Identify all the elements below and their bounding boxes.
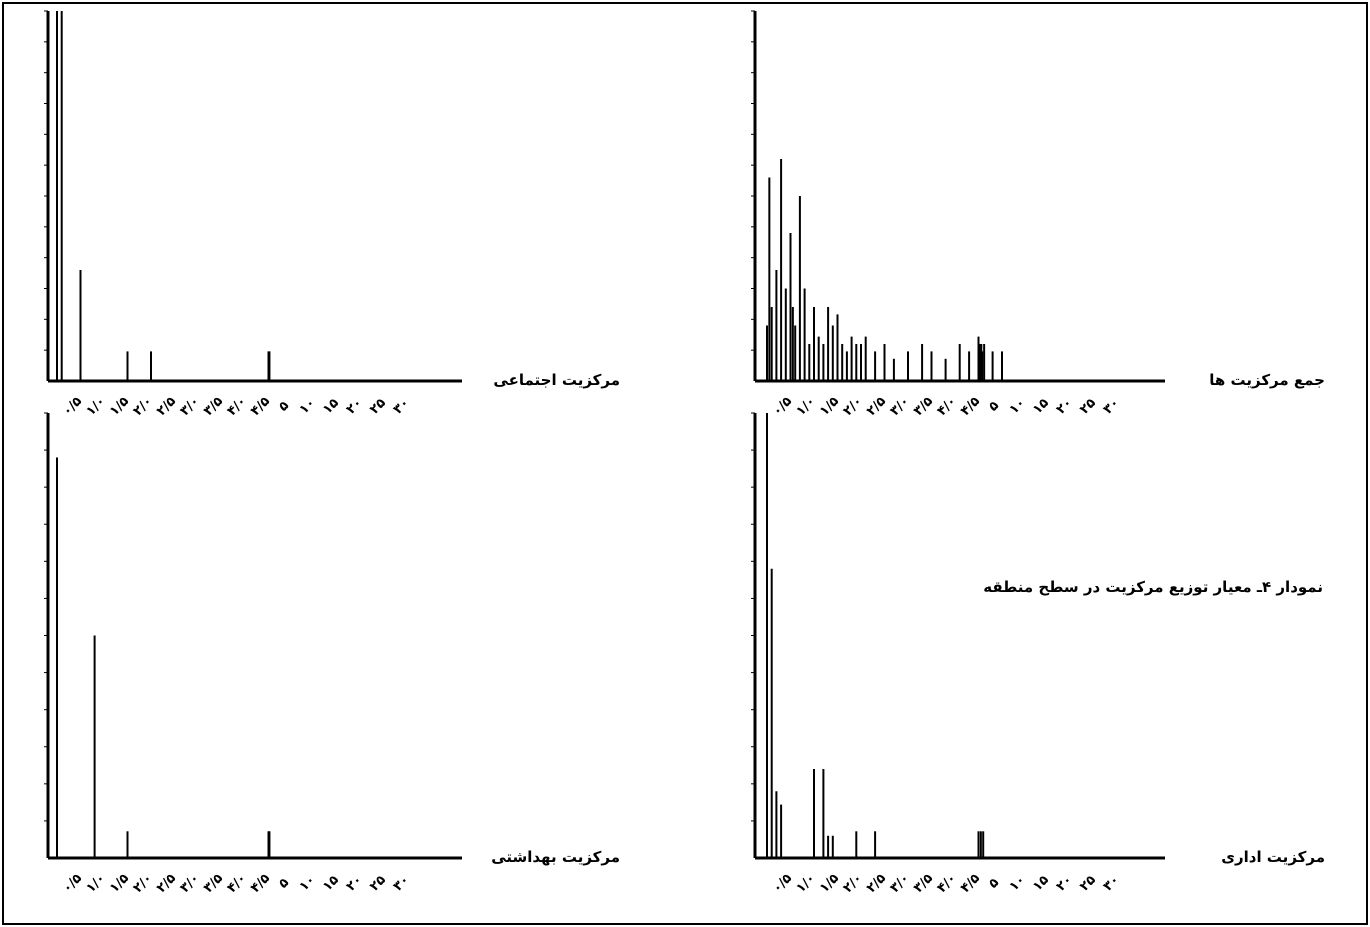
x-tick-label: ۱۵ (320, 396, 342, 418)
x-tick-label: ۰/۵ (770, 871, 795, 896)
x-tick-label: ۱/۵ (107, 394, 132, 419)
x-tick-label: ۳/۵ (911, 394, 936, 419)
chart-social: ۰/۵۱/۰۱/۵۲/۰۲/۵۳/۰۳/۵۴/۰۴/۵ ۵ ۱۰ ۱۵ ۲۰ ۲۵ ۳۰ مر… (44, 10, 620, 419)
x-tick-label: ۱۵ (1030, 396, 1052, 418)
x-tick-label: ۱/۰ (83, 394, 108, 419)
x-tick-label: ۴/۵ (958, 871, 983, 896)
x-tick-label: ۲۰ (344, 873, 366, 895)
x-tick-label: ۳۰ (1101, 396, 1123, 418)
x-tick-label: ۲/۵ (864, 871, 889, 896)
x-tick-label: ۲/۵ (154, 871, 179, 896)
x-tick-label: ۱۵ (320, 873, 342, 895)
x-tick-label: ۳۰ (391, 873, 413, 895)
x-tick-label: ۳/۰ (887, 394, 912, 419)
x-tick-label: ۲/۵ (864, 394, 889, 419)
x-tick-label: ۴/۵ (248, 871, 273, 896)
x-tick-label: ۴/۰ (934, 871, 959, 896)
x-tick-label: ۳/۵ (201, 871, 226, 896)
panel-label: مرکزیت اداری (1221, 848, 1325, 866)
x-tick-label: ۲۵ (1077, 396, 1099, 418)
chart-health: ۰/۵۱/۰۱/۵۲/۰۲/۵۳/۰۳/۵۴/۰۴/۵ ۵ ۱۰ ۱۵ ۲۰ ۲۵ ۳۰ مر… (44, 412, 620, 896)
panels: ۰/۵۱/۰۱/۵۲/۰۲/۵۳/۰۳/۵۴/۰۴/۵ ۵ ۱۰ ۱۵ ۲۰ ۲۵ ۳۰مر… (44, 10, 1325, 896)
panel-label: مرکزیت اجتماعی (493, 371, 620, 389)
x-tick-label: ۳/۰ (887, 871, 912, 896)
x-tick-label: ۱۰ (1007, 396, 1029, 418)
x-tick-label: ۱/۵ (817, 394, 842, 419)
x-tick-label: ۳/۵ (201, 394, 226, 419)
x-tick-label: ۰/۵ (60, 871, 85, 896)
x-tick-label: ۲۵ (367, 873, 389, 895)
x-tick-label: ۲/۰ (130, 871, 155, 896)
x-tick-label: ۴/۰ (224, 394, 249, 419)
panel-label: مرکزیت بهداشتی (491, 848, 620, 866)
panel-label: جمع مرکزیت ها (1209, 371, 1325, 389)
x-tick-label: ۲۰ (1054, 873, 1076, 895)
x-tick-label: ۲/۰ (840, 394, 865, 419)
x-tick-label: ۴/۵ (248, 394, 273, 419)
x-tick-label: ۴/۰ (224, 871, 249, 896)
x-tick-label: ۱/۵ (817, 871, 842, 896)
x-tick-label: ۱/۰ (793, 394, 818, 419)
x-tick-label: ۱/۰ (793, 871, 818, 896)
x-tick-label: ۱/۰ (83, 871, 108, 896)
x-tick-label: ۲۰ (1054, 396, 1076, 418)
chart-sum: ۰/۵۱/۰۱/۵۲/۰۲/۵۳/۰۳/۵۴/۰۴/۵ ۵ ۱۰ ۱۵ ۲۰ ۲۵ ۳۰ جم… (751, 10, 1325, 419)
x-tick-label: ۲۰ (344, 396, 366, 418)
chart-administrative: ۰/۵۱/۰۱/۵۲/۰۲/۵۳/۰۳/۵۴/۰۴/۵ ۵ ۱۰ ۱۵ ۲۰ ۲۵ ۳۰ مر… (751, 412, 1325, 896)
x-tick-label: ۵ (276, 875, 292, 891)
x-tick-label: ۴/۵ (958, 394, 983, 419)
figure-title: نمودار ۴ـ معیار توزیع مرکزیت در سطح منطق… (983, 578, 1323, 596)
x-tick-label: ۳۰ (391, 396, 413, 418)
x-tick-label: ۳/۵ (911, 871, 936, 896)
x-tick-label: ۱/۵ (107, 871, 132, 896)
x-tick-label: ۱۰ (1007, 873, 1029, 895)
x-tick-label: ۳/۰ (177, 394, 202, 419)
x-tick-label: ۲/۵ (154, 394, 179, 419)
x-tick-label: ۴/۰ (934, 394, 959, 419)
x-tick-label: ۵ (276, 398, 292, 414)
x-tick-label: ۳۰ (1101, 873, 1123, 895)
x-tick-label: ۰/۵ (770, 394, 795, 419)
x-tick-label: ۲/۰ (840, 871, 865, 896)
x-tick-label: ۲۵ (1077, 873, 1099, 895)
x-tick-label: ۲۵ (367, 396, 389, 418)
x-tick-label: ۲/۰ (130, 394, 155, 419)
x-tick-label: ۵ (986, 398, 1002, 414)
x-tick-label: ۱۰ (297, 396, 319, 418)
x-tick-label: ۱۰ (297, 873, 319, 895)
x-tick-label: ۳/۰ (177, 871, 202, 896)
x-tick-label: ۱۵ (1030, 873, 1052, 895)
x-tick-label: ۵ (986, 875, 1002, 891)
x-tick-label: ۰/۵ (60, 394, 85, 419)
